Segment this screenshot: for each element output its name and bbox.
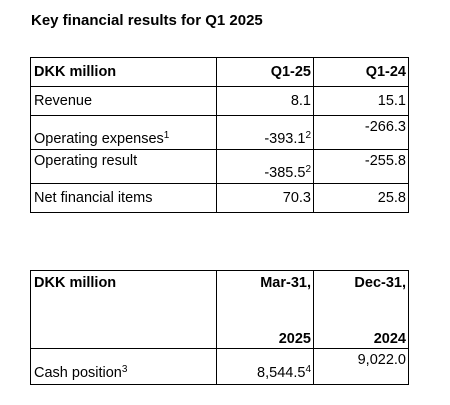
row-value-q1-24: 25.8: [313, 183, 409, 213]
row-value-q1-25: 70.3: [216, 183, 314, 213]
footnote-marker: 2: [305, 130, 311, 141]
row-value-dec-31: 9,022.0: [313, 348, 409, 385]
row-label: Cash position3: [30, 348, 217, 385]
row-value-q1-24: -266.3: [313, 115, 409, 150]
row-value-q1-25: -385.52: [216, 149, 314, 184]
row-value-q1-24: -255.8: [313, 149, 409, 184]
header-mar-31-2025: Mar-31, 2025: [216, 270, 314, 349]
row-value-q1-25: -393.12: [216, 115, 314, 150]
header-year-line: 2025: [278, 331, 311, 347]
footnote-marker: 1: [163, 130, 170, 141]
key-results-table: DKK million Q1-25 Q1-24 Revenue 8.1 15.1…: [30, 57, 409, 213]
footnote-marker: 2: [305, 164, 311, 175]
row-label: Revenue: [30, 86, 217, 116]
row-value-q1-24: 15.1: [313, 86, 409, 116]
header-date-line: Dec-31,: [354, 275, 406, 291]
row-label: Net financial items: [30, 183, 217, 213]
header-q1-25: Q1-25: [216, 57, 314, 87]
table-row-cash-position: Cash position3 8,544.54 9,022.0: [30, 348, 409, 385]
table-row-revenue: Revenue 8.1 15.1: [30, 86, 409, 116]
table-header-row: DKK million Mar-31, 2025 Dec-31, 2024: [30, 270, 409, 349]
row-value-q1-25: 8.1: [216, 86, 314, 116]
header-q1-24: Q1-24: [313, 57, 409, 87]
header-date-line: Mar-31,: [260, 275, 311, 291]
table-row-operating-expenses: Operating expenses1 -393.12 -266.3: [30, 115, 409, 150]
row-value-mar-31: 8,544.54: [216, 348, 314, 385]
page-title: Key financial results for Q1 2025: [31, 12, 263, 29]
footnote-marker: 3: [121, 364, 128, 375]
table-header-row: DKK million Q1-25 Q1-24: [30, 57, 409, 87]
header-label: DKK million: [30, 57, 217, 87]
table-row-operating-result: Operating result -385.52 -255.8: [30, 149, 409, 184]
cash-position-table: DKK million Mar-31, 2025 Dec-31, 2024 Ca…: [30, 270, 409, 385]
footnote-marker: 4: [305, 364, 311, 375]
row-label: Operating expenses1: [30, 115, 217, 150]
header-label: DKK million: [30, 270, 217, 349]
table-row-net-financial-items: Net financial items 70.3 25.8: [30, 183, 409, 213]
header-dec-31-2024: Dec-31, 2024: [313, 270, 409, 349]
header-year-line: 2024: [373, 331, 406, 347]
row-label: Operating result: [30, 149, 217, 184]
